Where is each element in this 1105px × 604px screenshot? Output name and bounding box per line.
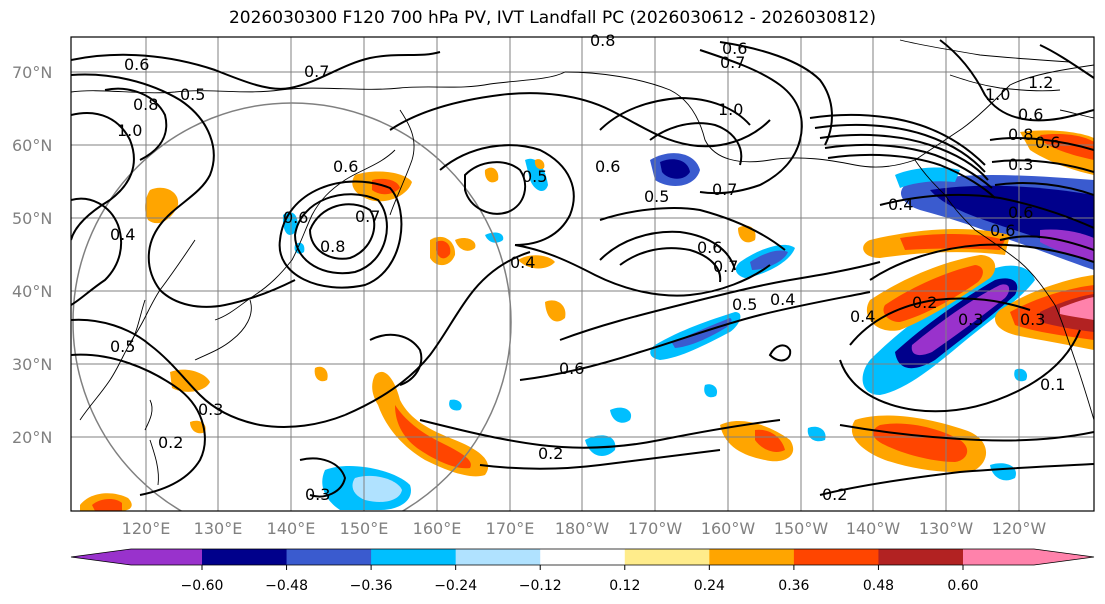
contour-label: 0.2: [158, 433, 183, 452]
pc-shading: [80, 130, 1094, 511]
colorbar-swatch: [963, 549, 1094, 565]
lat-label: 50°N: [12, 209, 52, 228]
colorbar-ticks: −0.60 −0.48 −0.36 −0.24 −0.12 0.12 0.24 0.36 0.4…: [181, 565, 979, 594]
lon-label: 160°E: [413, 519, 462, 538]
lat-label: 30°N: [12, 355, 52, 374]
colorbar-tick-label: −0.12: [519, 578, 562, 594]
contour-label: 0.2: [912, 293, 937, 312]
colorbar-swatch: [793, 549, 879, 565]
colorbar-swatch: [71, 549, 202, 565]
contour-labels: 0.8 0.6 0.7 0.6 0.7 0.5 1.0 0.8 1.0 1.0 …: [110, 31, 1065, 504]
lat-label: 70°N: [12, 63, 52, 82]
contour-label: 0.4: [888, 195, 913, 214]
map-panel: 0.8 0.6 0.7 0.6 0.7 0.5 1.0 0.8 1.0 1.0 …: [70, 31, 1095, 512]
longitude-labels: 120°E 130°E 140°E 150°E 160°E 170°E 180°…: [122, 519, 1047, 538]
contour-label: 0.6: [1008, 203, 1033, 222]
contour-label: 0.5: [644, 187, 669, 206]
lat-label: 60°N: [12, 136, 52, 155]
pv-contours: [71, 39, 1094, 498]
colorbar-tick-label: 0.12: [609, 578, 640, 594]
contour-label: 0.3: [958, 310, 983, 329]
contour-label: 0.6: [124, 55, 149, 74]
contour-label: 0.6: [1018, 105, 1043, 124]
lon-label: 120°E: [122, 519, 171, 538]
colorbar-tick-label: 0.24: [694, 578, 725, 594]
colorbar-tick-label: −0.36: [350, 578, 393, 594]
contour-label: 0.2: [822, 485, 847, 504]
colorbar-swatch: [624, 549, 710, 565]
contour-label: 0.1: [1040, 375, 1065, 394]
contour-label: 0.7: [355, 207, 380, 226]
contour-label: 0.2: [538, 444, 563, 463]
contour-label: 0.6: [333, 157, 358, 176]
lon-label: 170°E: [486, 519, 535, 538]
contour-label: 0.4: [850, 307, 875, 326]
contour-label: 0.3: [1020, 310, 1045, 329]
colorbar-tick-label: 0.36: [778, 578, 809, 594]
colorbar-swatch: [709, 549, 795, 565]
lon-label: 170°W: [628, 519, 683, 538]
contour-label: 0.3: [1008, 155, 1033, 174]
lon-label: 120°W: [992, 519, 1047, 538]
colorbar-swatch: [202, 549, 288, 565]
colorbar-tick-label: −0.48: [265, 578, 308, 594]
contour-label: 0.5: [732, 295, 757, 314]
contour-label: 0.4: [510, 253, 535, 272]
lon-label: 160°W: [701, 519, 756, 538]
colorbar: −0.60 −0.48 −0.36 −0.24 −0.12 0.12 0.24 0.36 0.4…: [70, 548, 1095, 594]
contour-label: 0.5: [110, 337, 135, 356]
contour-label: 0.3: [198, 400, 223, 419]
contour-label: 1.0: [718, 100, 743, 119]
lon-label: 130°E: [194, 519, 243, 538]
contour-label: 0.6: [559, 359, 584, 378]
contour-label: 0.6: [595, 157, 620, 176]
lon-label: 180°W: [555, 519, 610, 538]
contour-label: 0.8: [1008, 125, 1033, 144]
lon-label: 140°W: [846, 519, 901, 538]
colorbar-tick-label: −0.24: [434, 578, 477, 594]
latitude-labels: 70°N 60°N 50°N 40°N 30°N 20°N: [12, 63, 52, 447]
lat-label: 20°N: [12, 428, 52, 447]
contour-label: 0.5: [180, 85, 205, 104]
contour-label: 0.8: [320, 237, 345, 256]
colorbar-tick-label: −0.60: [181, 578, 224, 594]
colorbar-swatch: [878, 549, 964, 565]
colorbar-tick-label: 0.60: [947, 578, 978, 594]
lon-label: 140°E: [267, 519, 316, 538]
contour-label: 0.8: [133, 95, 158, 114]
lat-label: 40°N: [12, 282, 52, 301]
contour-label: 0.7: [720, 53, 745, 72]
lon-label: 150°E: [340, 519, 389, 538]
range-circle: [72, 102, 512, 511]
contour-label: 0.6: [283, 208, 308, 227]
colorbar-swatch: [286, 549, 372, 565]
colorbar-tick-label: 0.48: [863, 578, 894, 594]
contour-label: 0.4: [110, 225, 135, 244]
contour-label: 1.2: [1028, 73, 1053, 92]
contour-label: 0.4: [770, 290, 795, 309]
contour-label: 0.8: [590, 31, 615, 50]
contour-label: 0.6: [1035, 133, 1060, 152]
contour-label: 0.7: [304, 62, 329, 81]
contour-label: 0.6: [697, 238, 722, 257]
map-title: 2026030300 F120 700 hPa PV, IVT Landfall…: [228, 8, 876, 28]
contour-label: 0.7: [712, 180, 737, 199]
lon-label: 130°W: [919, 519, 974, 538]
contour-label: 0.3: [305, 485, 330, 504]
contour-label: 1.0: [117, 121, 142, 140]
colorbar-swatch: [455, 549, 541, 565]
lon-label: 150°W: [774, 519, 829, 538]
contour-label: 0.5: [522, 167, 547, 186]
colorbar-swatch: [371, 549, 457, 565]
contour-label: 0.6: [990, 221, 1015, 240]
contour-label: 1.0: [985, 85, 1010, 104]
colorbar-swatch: [540, 549, 626, 565]
colorbar-swatches: [70, 548, 1095, 566]
contour-label: 0.7: [713, 257, 738, 276]
contour-label: 0.6: [722, 39, 747, 58]
